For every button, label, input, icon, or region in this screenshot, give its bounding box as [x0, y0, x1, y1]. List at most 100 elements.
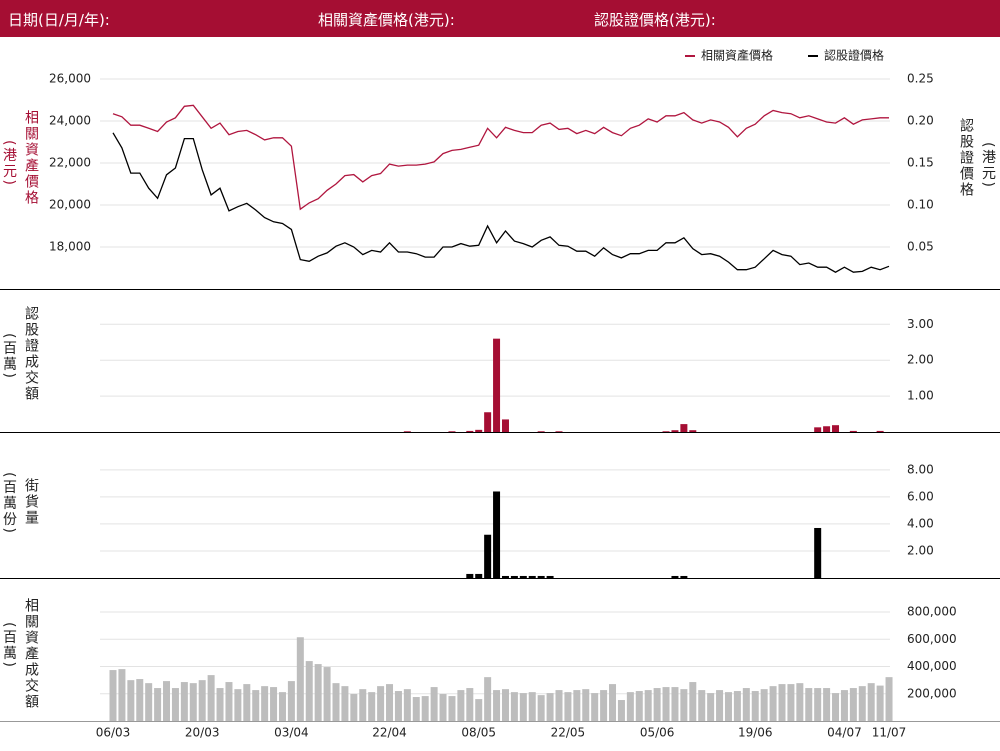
bar — [546, 693, 554, 721]
bar — [180, 682, 188, 721]
bar — [475, 573, 483, 578]
bar — [751, 691, 759, 721]
bar — [466, 430, 474, 432]
legend-label: 認股證價格 — [824, 48, 884, 63]
header-warrant: 認股證價格(港元): — [594, 11, 716, 29]
bar — [733, 691, 741, 721]
y-axis-unit: (百萬) — [1, 333, 17, 380]
bar — [796, 683, 804, 721]
bar — [769, 686, 777, 721]
header-date: 日期(日/月/年): — [8, 11, 110, 29]
bar — [519, 575, 527, 578]
y-axis-title: 認股證成交額 — [23, 306, 39, 402]
bar — [466, 573, 474, 578]
bar — [439, 694, 447, 721]
bar — [849, 430, 857, 432]
bar — [109, 670, 117, 721]
bar — [671, 687, 679, 721]
bar — [359, 689, 367, 721]
bar — [724, 692, 732, 721]
bar — [537, 575, 545, 578]
bar — [555, 690, 563, 721]
bar — [867, 683, 875, 721]
bar — [876, 430, 884, 432]
bar — [403, 689, 411, 721]
bar — [501, 419, 509, 432]
bar — [707, 693, 715, 721]
bar — [243, 684, 251, 721]
bar — [421, 696, 429, 721]
x-tick-label: 20/03 — [185, 726, 220, 740]
bar — [832, 425, 840, 432]
bar — [118, 669, 126, 721]
bar — [528, 575, 536, 578]
bar — [332, 683, 340, 721]
bar — [653, 688, 661, 721]
bar — [510, 575, 518, 578]
bar — [617, 700, 625, 721]
bar — [475, 429, 483, 432]
bar — [778, 684, 786, 721]
y-tick-label: 200,000 — [907, 686, 957, 700]
y-tick-label: 6.00 — [907, 489, 934, 503]
y-tick-label: 1.00 — [907, 389, 934, 403]
bar — [787, 684, 795, 721]
bar — [278, 692, 286, 721]
bar — [127, 680, 135, 721]
bar — [314, 664, 322, 721]
y-tick-label: 0.20 — [907, 114, 934, 128]
bar — [368, 692, 376, 721]
y-axis-unit: (百萬) — [1, 622, 17, 669]
bar — [537, 695, 545, 721]
bar — [591, 693, 599, 721]
y-tick-label: 4.00 — [907, 516, 934, 530]
bar — [662, 687, 670, 721]
bar — [519, 693, 527, 721]
y-axis-title: 相關資產成交額 — [23, 598, 39, 710]
bar — [680, 689, 688, 721]
bar — [171, 688, 179, 721]
x-tick-label: 05/06 — [640, 726, 675, 740]
bar — [742, 688, 750, 721]
bar — [252, 690, 260, 721]
bar — [501, 575, 509, 578]
bar — [680, 575, 688, 578]
bar — [457, 690, 465, 721]
y-tick-label: 0.10 — [907, 198, 934, 212]
bar — [350, 694, 358, 721]
bar — [805, 688, 813, 721]
bar — [698, 690, 706, 721]
bar — [386, 684, 394, 721]
y-axis-title: 街貨量 — [23, 478, 39, 526]
y-tick-label: 24,000 — [49, 114, 91, 128]
bar — [823, 426, 831, 432]
bar — [136, 679, 144, 721]
bar — [644, 690, 652, 721]
y-tick-label: 0.15 — [907, 156, 934, 170]
bar — [493, 338, 501, 432]
y-tick-label: 8.00 — [907, 462, 934, 476]
y-tick-label: 22,000 — [49, 156, 91, 170]
bar — [234, 689, 242, 721]
bar — [662, 431, 670, 432]
y-axis-unit: (港元) — [1, 140, 17, 187]
bar — [484, 534, 492, 578]
bar — [760, 689, 768, 721]
bar — [448, 696, 456, 721]
y-tick-label: 400,000 — [907, 659, 957, 673]
bar — [689, 430, 697, 432]
bar — [609, 684, 617, 721]
y-tick-label: 3.00 — [907, 317, 934, 331]
bar — [198, 680, 206, 721]
bar — [858, 686, 866, 721]
bar — [716, 690, 724, 721]
bar — [555, 431, 563, 432]
bar — [493, 690, 501, 721]
x-tick-label: 22/05 — [551, 726, 586, 740]
bar — [484, 412, 492, 432]
bar — [145, 683, 153, 721]
y2-axis-title: 認股證價格 — [958, 118, 974, 198]
y-tick-label: 600,000 — [907, 632, 957, 646]
bar — [564, 692, 572, 721]
